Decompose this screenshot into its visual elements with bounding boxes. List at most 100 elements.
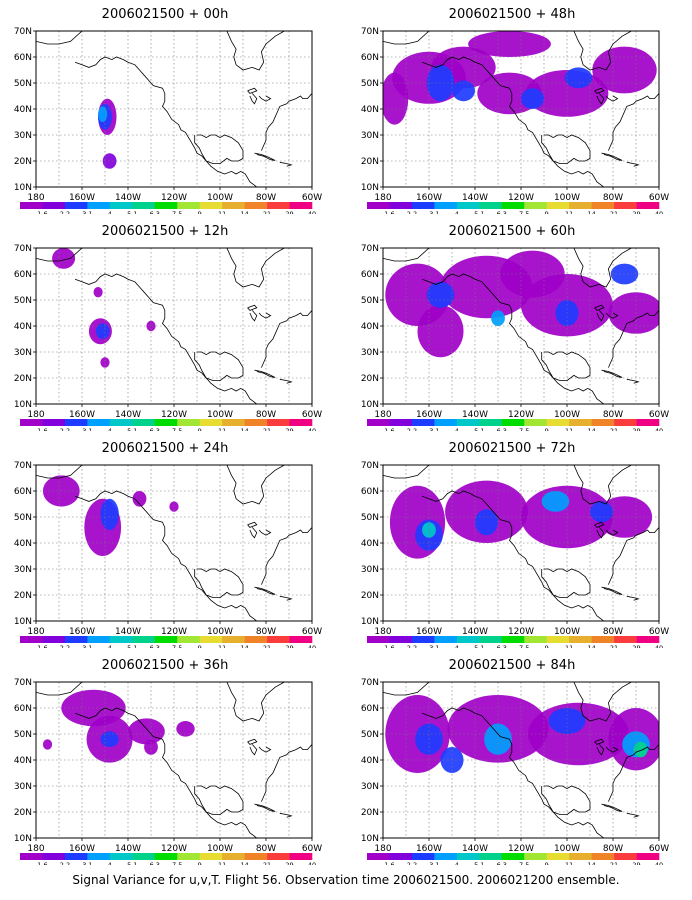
colorbar-swatch [434, 636, 458, 643]
coastline [541, 134, 591, 164]
coastline [254, 152, 276, 161]
lat-tick-label: 60N [361, 704, 379, 714]
lon-tick-label: 180 [27, 193, 44, 203]
colorbar-swatch [154, 419, 178, 426]
signal-region [521, 88, 544, 109]
colorbar-label: 29 [632, 644, 640, 648]
lon-tick-label: 60W [302, 193, 322, 203]
colorbar-label: 6.3 [150, 427, 160, 431]
coastline [36, 31, 83, 45]
colorbar-swatch [456, 202, 480, 209]
figure-caption: Signal Variance for u,v,T. Flight 56. Ob… [72, 873, 620, 887]
coastline [261, 744, 312, 802]
signal-region [132, 491, 147, 507]
colorbar-swatch [87, 853, 111, 860]
colorbar-label: 40 [655, 427, 663, 431]
colorbar-label: 29 [285, 210, 293, 214]
lon-tick-label: 120W [161, 844, 187, 854]
colorbar-swatch [367, 853, 390, 860]
colorbar-label: 3.1 [429, 427, 439, 431]
lat-tick-label: 30N [14, 131, 32, 141]
colorbar-label: 1.6 [384, 644, 394, 648]
signal-region [610, 263, 639, 285]
coastline [601, 803, 623, 812]
coastline [249, 93, 258, 105]
signal-region [146, 320, 156, 332]
lon-tick-label: 140W [462, 193, 488, 203]
lat-tick-label: 40N [361, 105, 379, 115]
coastline [254, 803, 276, 812]
colorbar-swatch [267, 853, 290, 860]
lat-tick-label: 70N [361, 678, 379, 688]
colorbar-label: 40 [308, 427, 316, 431]
colorbar-swatch [524, 202, 547, 209]
lat-tick-label: 30N [361, 131, 379, 141]
lon-tick-label: 80W [603, 193, 623, 203]
colorbar-swatch [199, 853, 223, 860]
colorbar-label: 1.6 [384, 861, 394, 865]
colorbar-swatch [569, 419, 592, 426]
map-area [383, 31, 659, 187]
signal-region [42, 739, 53, 750]
signal-region [590, 501, 613, 523]
coastline [74, 56, 258, 187]
colorbar-swatch [289, 202, 313, 209]
colorbar-swatch [636, 419, 660, 426]
lon-tick-label: 60W [302, 844, 322, 854]
colorbar-label: 21 [263, 861, 271, 865]
lat-tick-label: 10N [14, 183, 32, 193]
map-area [36, 465, 312, 621]
colorbar-label: 2.2 [407, 644, 417, 648]
lat-tick-label: 30N [14, 565, 32, 575]
lon-tick-label: 180 [27, 627, 44, 637]
lon-tick-label: 60W [649, 410, 669, 420]
colorbar-swatch [614, 202, 637, 209]
coastline [421, 490, 605, 621]
colorbar-swatch [154, 853, 178, 860]
colorbar-swatch [244, 202, 268, 209]
colorbar-swatch [64, 636, 88, 643]
coastline [608, 744, 659, 802]
colorbar-label: 7.5 [519, 210, 529, 214]
signal-region [426, 281, 455, 308]
colorbar-label: 7.5 [172, 210, 182, 214]
map-panel: 70N 60N 50N 40N 30N 20N 10N 180 160W 140W 120W 100W… [347, 651, 677, 865]
coastline [605, 95, 619, 102]
colorbar-label: 5.1 [127, 644, 137, 648]
colorbar-label: 9 [198, 427, 202, 431]
colorbar-label: 29 [285, 644, 293, 648]
colorbar-swatch [222, 636, 245, 643]
colorbar-swatch [546, 202, 570, 209]
lat-tick-label: 70N [14, 678, 32, 688]
colorbar-swatch [546, 853, 570, 860]
colorbar-label: 6.3 [497, 644, 507, 648]
colorbar-label: 5.1 [127, 427, 137, 431]
colorbar-swatch [42, 636, 66, 643]
lon-tick-label: 100W [207, 844, 233, 854]
colorbar-label: 6.3 [150, 210, 160, 214]
panel-title: 2006021500 + 36h [101, 658, 229, 673]
colorbar-swatch [132, 636, 156, 643]
lon-tick-label: 140W [115, 627, 141, 637]
colorbar-swatch [434, 202, 458, 209]
coastline [279, 595, 293, 601]
coastline [421, 273, 605, 404]
colorbar-label: 11 [218, 210, 226, 214]
map-panel: 70N 60N 50N 40N 30N 20N 10N 180 160W 140W 120W 100W… [347, 217, 677, 431]
lon-tick-label: 140W [115, 410, 141, 420]
lon-tick-label: 100W [554, 410, 580, 420]
lat-tick-label: 50N [14, 513, 32, 523]
signal-region [468, 31, 551, 57]
coastline [36, 248, 83, 262]
colorbar-label: 7.5 [519, 861, 529, 865]
coastline [594, 87, 605, 94]
colorbar-label: 5.1 [127, 861, 137, 865]
colorbar-label: 2.2 [407, 210, 417, 214]
colorbar-swatch [524, 636, 547, 643]
lon-tick-label: 120W [161, 410, 187, 420]
colorbar-swatch [591, 202, 615, 209]
colorbar-label: 40 [655, 210, 663, 214]
signal-region [102, 153, 117, 169]
coastline [261, 310, 312, 368]
